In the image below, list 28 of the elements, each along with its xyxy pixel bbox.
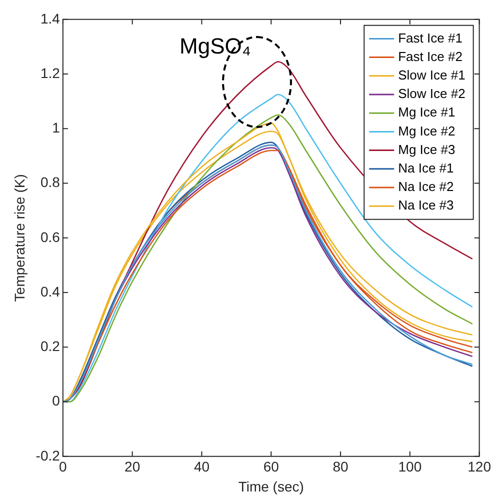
y-tick-label: 0.4 [40,283,60,300]
x-tick-label: 20 [124,458,140,475]
x-tick-label: 120 [468,458,492,475]
legend-label: Slow Ice #1 [398,67,466,82]
y-axis-title: Temperature rise (K) [11,174,28,302]
legend-label: Slow Ice #2 [398,86,466,102]
y-tick-label: 1 [52,120,60,136]
y-tick-label: -0.2 [36,447,60,464]
x-tick-label: 80 [332,458,349,475]
legend-label: Mg Ice #1 [398,104,456,120]
x-tick-label: 40 [194,458,210,475]
annotation: MgSO₄ [180,33,251,58]
y-tick-label: 1.2 [40,64,60,81]
x-tick-label: 100 [398,458,422,475]
legend-label: Mg Ice #2 [398,123,456,138]
y-tick-label: 0.2 [40,338,60,354]
x-axis-title: Time (sec) [238,478,304,494]
legend-label: Na Ice #3 [398,198,454,213]
legend-label: Fast Ice #2 [398,48,462,64]
y-tick-label: 1.4 [40,10,60,26]
x-tick-label: 60 [263,458,280,475]
y-tick-label: 0 [52,392,60,409]
legend-label: Fast Ice #1 [398,30,462,46]
y-tick-label: 0.6 [40,228,60,245]
legend-label: Na Ice #1 [398,160,454,176]
legend-label: Na Ice #2 [398,179,454,194]
y-tick-label: 0.8 [40,174,60,190]
legend-label: Mg Ice #3 [398,142,456,157]
